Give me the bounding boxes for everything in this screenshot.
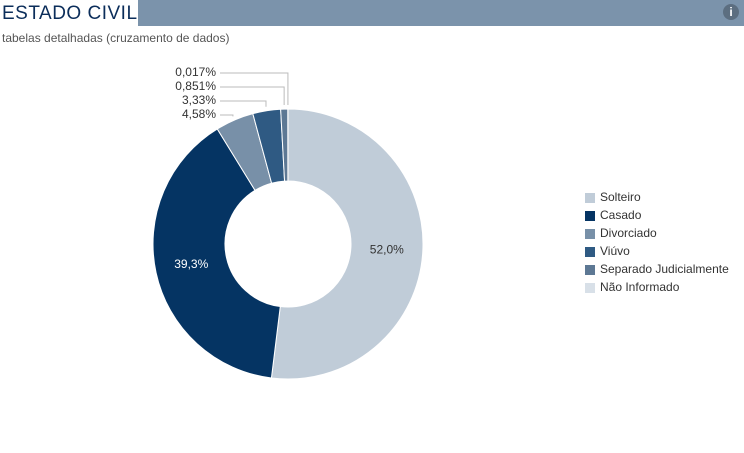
legend-label: Divorciado <box>600 226 657 240</box>
info-icon[interactable] <box>723 4 739 20</box>
page-title: ESTADO CIVIL <box>2 3 138 24</box>
legend-label: Não Informado <box>600 280 680 294</box>
value-label: 0,017% <box>175 65 216 79</box>
title-box <box>0 0 138 26</box>
legend-swatch <box>585 283 595 293</box>
value-label: 3,33% <box>182 93 216 107</box>
value-label: 52,0% <box>370 242 404 256</box>
value-label: 39,3% <box>174 257 208 271</box>
legend-swatch <box>585 229 595 239</box>
leader-line <box>220 100 267 107</box>
donut-slice <box>270 108 424 380</box>
legend-swatch <box>585 211 595 221</box>
legend-swatch <box>585 265 595 275</box>
subtitle: tabelas detalhadas (cruzamento de dados) <box>2 31 229 45</box>
value-label: 0,851% <box>175 79 216 93</box>
legend-label: Viúvo <box>600 244 630 258</box>
legend-swatch <box>585 247 595 257</box>
legend-label: Separado Judicialmente <box>600 262 729 276</box>
leader-line <box>220 114 234 117</box>
leader-line <box>220 86 285 106</box>
legend-swatch <box>585 193 595 203</box>
info-glyph: i <box>729 5 732 19</box>
legend-label: Casado <box>600 208 642 222</box>
legend-label: Solteiro <box>600 190 641 204</box>
leader-line <box>220 72 289 106</box>
donut-slice <box>152 128 281 379</box>
value-label: 4,58% <box>182 107 216 121</box>
